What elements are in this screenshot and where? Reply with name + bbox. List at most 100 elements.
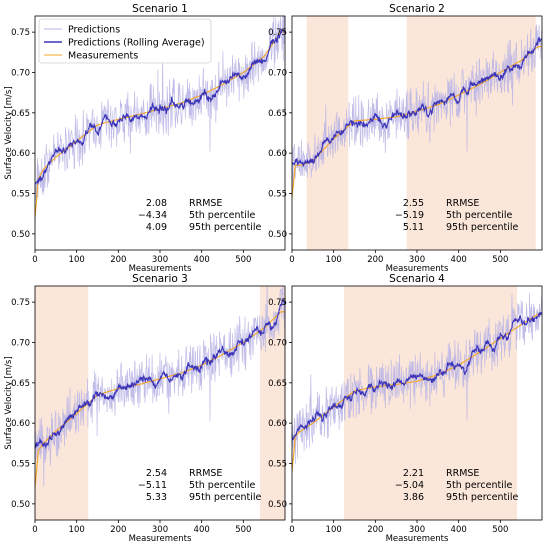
plot-area xyxy=(35,16,285,218)
y-axis-label: Surface Velocity [m/s] xyxy=(4,356,14,449)
y-tick-label: 0.75 xyxy=(11,298,30,308)
x-tick-label: 0 xyxy=(32,255,37,265)
y-tick-label: 0.70 xyxy=(11,338,30,348)
chart-panel-4: 0 100 200 300 400 500 0.50 0.55 0.60 0.65 0.70 0.75… xyxy=(268,273,543,544)
x-axis-label: Measurements xyxy=(386,264,449,274)
series-predictions-line xyxy=(35,286,285,487)
stat-label: RRMSE xyxy=(189,198,222,209)
y-tick-label: 0.60 xyxy=(11,419,30,429)
legend-label: Predictions xyxy=(68,25,120,36)
x-axis-label: Measurements xyxy=(386,534,449,544)
y-tick-label: 0.70 xyxy=(268,68,287,78)
x-tick-label: 0 xyxy=(289,255,294,265)
chart-panel-1: 0 100 200 300 400 500 0.50 0.55 0.60 0.65 0.70 0.75… xyxy=(4,3,286,274)
x-tick-label: 100 xyxy=(326,525,342,535)
series-rolling-average-line xyxy=(292,36,542,168)
stat-label: 5th percentile xyxy=(446,480,512,491)
legend: Predictions Predictions (Rolling Average)… xyxy=(38,18,212,64)
stat-value: 4.09 xyxy=(146,222,167,233)
stat-value: −5.19 xyxy=(395,210,424,221)
y-tick-label: 0.55 xyxy=(11,460,30,470)
y-tick-label: 0.50 xyxy=(11,500,30,510)
x-tick-label: 0 xyxy=(32,525,37,535)
plot-area xyxy=(292,16,542,250)
x-tick-label: 400 xyxy=(194,255,210,265)
shaded-region xyxy=(260,286,285,520)
x-tick-label: 200 xyxy=(110,525,126,535)
stat-label: 5th percentile xyxy=(189,480,255,491)
stat-label: 95th percentile xyxy=(446,222,519,233)
y-tick-label: 0.70 xyxy=(268,338,287,348)
y-tick-label: 0.75 xyxy=(268,28,287,38)
x-tick-label: 400 xyxy=(451,525,467,535)
x-tick-label: 500 xyxy=(235,255,251,265)
y-tick-label: 0.55 xyxy=(11,190,30,200)
y-tick-label: 0.60 xyxy=(268,149,287,159)
stat-value: 2.08 xyxy=(146,198,167,209)
x-tick-label: 300 xyxy=(152,525,168,535)
x-tick-label: 300 xyxy=(409,525,425,535)
shaded-region xyxy=(344,286,517,520)
y-tick-label: 0.50 xyxy=(268,500,287,510)
chart-title: Scenario 2 xyxy=(389,3,445,15)
y-tick-label: 0.75 xyxy=(268,298,287,308)
shaded-region xyxy=(35,286,89,520)
stat-label: 95th percentile xyxy=(446,492,519,503)
x-tick-label: 100 xyxy=(69,525,85,535)
plot-area xyxy=(292,286,542,520)
y-axis-label: Surface Velocity [m/s] xyxy=(4,86,14,179)
y-tick-label: 0.65 xyxy=(11,379,30,389)
stat-label: RRMSE xyxy=(446,468,479,479)
stat-value: 2.54 xyxy=(146,468,167,479)
legend-label: Measurements xyxy=(68,51,138,62)
plot-area xyxy=(35,286,285,520)
y-tick-label: 0.65 xyxy=(11,109,30,119)
x-tick-label: 300 xyxy=(409,255,425,265)
stat-value: 2.55 xyxy=(403,198,424,209)
stat-label: 5th percentile xyxy=(189,210,255,221)
chart-panel-3: 0 100 200 300 400 500 0.50 0.55 0.60 0.65 0.70 0.75… xyxy=(4,273,286,544)
series-rolling-average-line xyxy=(35,28,285,185)
x-tick-label: 500 xyxy=(492,525,508,535)
legend-label: Predictions (Rolling Average) xyxy=(68,38,205,49)
x-tick-label: 500 xyxy=(492,255,508,265)
y-tick-label: 0.55 xyxy=(268,190,287,200)
y-tick-label: 0.50 xyxy=(268,230,287,240)
x-tick-label: 100 xyxy=(69,255,85,265)
stat-label: 95th percentile xyxy=(189,492,262,503)
stat-label: RRMSE xyxy=(189,468,222,479)
stat-label: 95th percentile xyxy=(189,222,262,233)
stat-value: 5.33 xyxy=(146,492,167,503)
stat-value: −5.11 xyxy=(138,480,167,491)
stat-value: 2.21 xyxy=(403,468,424,479)
x-tick-label: 0 xyxy=(289,525,294,535)
stat-label: 5th percentile xyxy=(446,210,512,221)
stat-value: −5.04 xyxy=(395,480,424,491)
chart-panel-2: 0 100 200 300 400 500 0.50 0.55 0.60 0.65 0.70 0.75… xyxy=(268,3,543,274)
y-tick-label: 0.50 xyxy=(11,230,30,240)
legend-box xyxy=(38,18,212,64)
stat-label: RRMSE xyxy=(446,198,479,209)
y-tick-label: 0.70 xyxy=(11,68,30,78)
x-axis-label: Measurements xyxy=(129,534,192,544)
x-axis-label: Measurements xyxy=(129,264,192,274)
y-tick-label: 0.55 xyxy=(268,460,287,470)
chart-title: Scenario 3 xyxy=(132,273,188,285)
x-tick-label: 500 xyxy=(235,525,251,535)
y-tick-label: 0.65 xyxy=(268,379,287,389)
x-tick-label: 400 xyxy=(451,255,467,265)
y-tick-label: 0.60 xyxy=(268,419,287,429)
x-tick-label: 200 xyxy=(367,255,383,265)
y-tick-label: 0.60 xyxy=(11,149,30,159)
series-rolling-average-line xyxy=(292,312,542,442)
stat-value: 5.11 xyxy=(403,222,424,233)
chart-title: Scenario 4 xyxy=(389,273,445,285)
x-tick-label: 100 xyxy=(326,255,342,265)
series-rolling-average-line xyxy=(35,297,285,450)
stat-value: 3.86 xyxy=(403,492,424,503)
x-tick-label: 200 xyxy=(110,255,126,265)
x-tick-label: 200 xyxy=(367,525,383,535)
chart-title: Scenario 1 xyxy=(132,3,188,15)
y-tick-label: 0.75 xyxy=(11,28,30,38)
